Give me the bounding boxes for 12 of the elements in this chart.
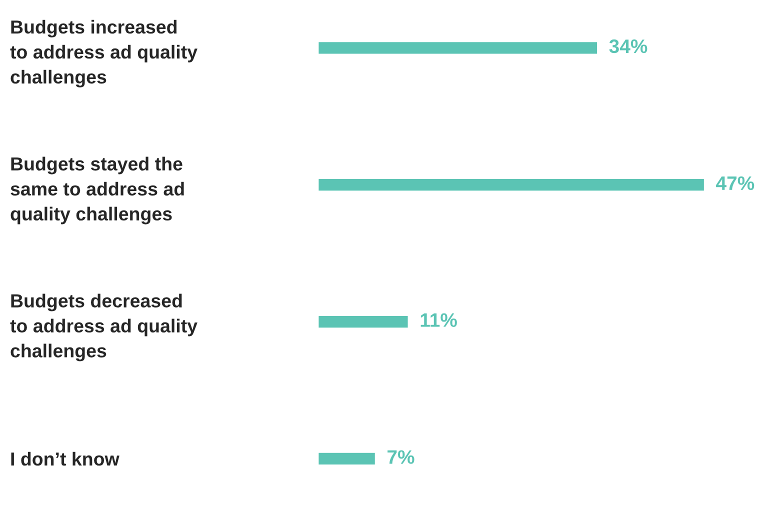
bar [318, 40, 598, 56]
bar [318, 452, 376, 466]
y-tick-label: Budgets stayed the same to address ad quality challenges [10, 156, 184, 224]
bar [318, 178, 706, 192]
data-label: 11% [420, 313, 457, 327]
bar [318, 314, 410, 329]
y-tick-label: Budgets increased to address ad quality challenges [10, 20, 198, 88]
data-label: 34% [609, 39, 648, 54]
data-label: 47% [716, 176, 754, 190]
y-tick-label: Budgets decreased to address ad quality challenges [10, 294, 198, 362]
data-label: 7% [388, 450, 414, 464]
y-tick-label: I don’t know [11, 452, 120, 466]
